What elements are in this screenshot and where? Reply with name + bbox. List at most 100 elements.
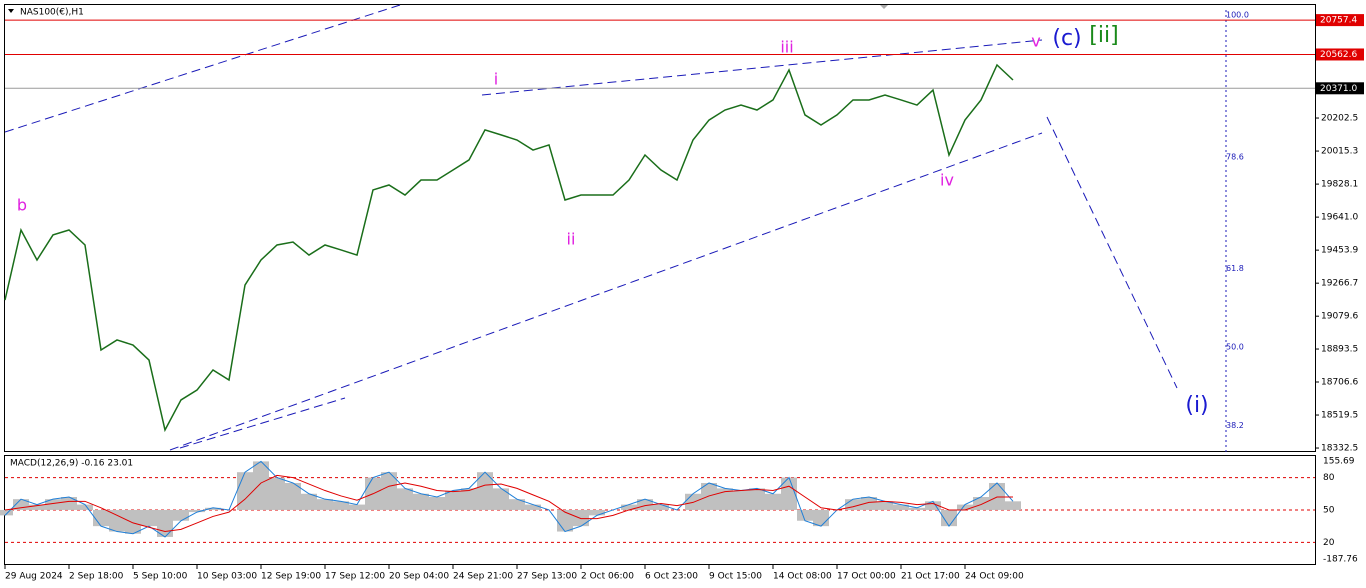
fib-label: 38.2 bbox=[1226, 421, 1244, 430]
x-tick-label: 24 Oct 09:00 bbox=[965, 572, 1024, 582]
channel-line bbox=[179, 397, 346, 449]
fib-label: 78.6 bbox=[1226, 153, 1244, 162]
wave-label: (c) bbox=[1052, 26, 1081, 51]
histogram-bar bbox=[349, 504, 365, 510]
histogram-bar bbox=[413, 493, 429, 510]
channel-line bbox=[481, 39, 1043, 96]
wave-label: (i) bbox=[1185, 393, 1208, 418]
wave-label: iii bbox=[780, 38, 793, 57]
histogram-bar bbox=[285, 482, 301, 510]
histogram-bar bbox=[0, 509, 13, 516]
histogram-bar bbox=[797, 509, 813, 521]
histogram-bar bbox=[125, 509, 141, 534]
y-tick-label: 19641.0 bbox=[1321, 213, 1358, 223]
x-tick-label: 27 Sep 13:00 bbox=[517, 572, 577, 582]
price-pane bbox=[4, 4, 1316, 452]
histogram-bar bbox=[717, 488, 733, 510]
price-tag bbox=[1316, 14, 1364, 27]
x-tick-label: 20 Sep 04:00 bbox=[389, 572, 449, 582]
scroll-marker[interactable] bbox=[880, 5, 888, 9]
price-tag bbox=[1316, 48, 1364, 61]
menu-arrow[interactable] bbox=[8, 9, 14, 13]
x-tick-label: 2 Sep 18:00 bbox=[69, 572, 124, 582]
wave-label: ii bbox=[567, 230, 576, 249]
histogram-bar bbox=[61, 497, 77, 510]
wave-label: iv bbox=[940, 171, 954, 190]
wave-label: i bbox=[494, 70, 498, 89]
y-tick-label: 20015.3 bbox=[1321, 147, 1358, 157]
y-tick-label: 19828.1 bbox=[1321, 180, 1358, 190]
histogram-bar bbox=[637, 499, 653, 510]
histogram-bar bbox=[621, 504, 637, 510]
macd-title: MACD(12,26,9) -0.16 23.01 bbox=[10, 459, 133, 469]
x-tick-label: 14 Oct 08:00 bbox=[773, 572, 832, 582]
histogram-bar bbox=[813, 509, 829, 527]
histogram-bar bbox=[301, 493, 317, 510]
histogram-bar bbox=[685, 493, 701, 510]
y-tick-label: 19453.9 bbox=[1321, 246, 1358, 256]
histogram-bar bbox=[493, 488, 509, 510]
histogram-bar bbox=[269, 477, 285, 510]
wave-label: b bbox=[17, 196, 27, 215]
histogram-bar bbox=[173, 509, 189, 521]
x-tick-label: 24 Sep 21:00 bbox=[453, 572, 513, 582]
histogram-bar bbox=[45, 499, 61, 510]
y-tick-label: 18519.5 bbox=[1321, 411, 1358, 421]
x-tick-label: 5 Sep 10:00 bbox=[133, 572, 188, 582]
histogram-bar bbox=[317, 499, 333, 510]
histogram-bar bbox=[461, 488, 477, 510]
fib-label: 100.0 bbox=[1226, 11, 1249, 20]
histogram-bar bbox=[973, 497, 989, 510]
y-scale-label: 155.69 bbox=[1323, 457, 1355, 467]
histogram-bar bbox=[845, 499, 861, 510]
histogram-bar bbox=[509, 499, 525, 510]
histogram-bar bbox=[909, 507, 925, 510]
histogram-bar bbox=[477, 472, 493, 510]
histogram-bar bbox=[941, 509, 957, 527]
histogram-bar bbox=[653, 504, 669, 510]
price-tag-label: 20562.6 bbox=[1320, 50, 1357, 60]
histogram-bar bbox=[141, 509, 157, 527]
y-tick-label: 18893.5 bbox=[1321, 345, 1358, 355]
x-tick-label: 17 Oct 00:00 bbox=[837, 572, 896, 582]
y-tick-label: 20 bbox=[1323, 538, 1335, 548]
x-tick-label: 6 Oct 23:00 bbox=[645, 572, 698, 582]
x-tick-label: 2 Oct 06:00 bbox=[581, 572, 634, 582]
wave-label: [ii] bbox=[1089, 23, 1118, 48]
histogram-bar bbox=[77, 504, 93, 510]
histogram-bar bbox=[733, 490, 749, 510]
y-tick-label: 19079.6 bbox=[1321, 312, 1358, 322]
macd-line bbox=[4, 460, 1014, 538]
histogram-bar bbox=[445, 490, 461, 510]
histogram-bar bbox=[765, 493, 781, 510]
price-tag-label: 20371.0 bbox=[1320, 84, 1357, 94]
x-tick-label: 12 Sep 19:00 bbox=[261, 572, 321, 582]
histogram-bar bbox=[13, 499, 29, 510]
histogram-bar bbox=[957, 504, 973, 510]
histogram-bar bbox=[893, 504, 909, 510]
histogram-bar bbox=[429, 497, 445, 510]
histogram-bar bbox=[861, 497, 877, 510]
histogram-bar bbox=[205, 507, 221, 510]
fib-label: 50.0 bbox=[1226, 343, 1244, 352]
price-tag bbox=[1316, 82, 1364, 95]
signal-line bbox=[4, 474, 1013, 533]
histogram-bar bbox=[93, 509, 109, 527]
histogram-bar bbox=[701, 482, 717, 510]
histogram-bar bbox=[29, 504, 45, 510]
histogram-bar bbox=[749, 488, 765, 510]
y-tick-label: 18706.6 bbox=[1321, 378, 1358, 388]
fib-label: 61.8 bbox=[1226, 264, 1244, 273]
y-tick-label: 50 bbox=[1323, 505, 1335, 515]
histogram-bar bbox=[989, 482, 1005, 510]
histogram-bar bbox=[557, 509, 573, 532]
channel-line bbox=[169, 132, 1043, 451]
x-tick-label: 17 Sep 12:00 bbox=[325, 572, 385, 582]
histogram-bar bbox=[189, 509, 205, 513]
x-tick-label: 9 Oct 15:00 bbox=[709, 572, 762, 582]
y-scale-label: -187.76 bbox=[1323, 555, 1358, 565]
y-tick-label: 20202.5 bbox=[1321, 114, 1358, 124]
y-tick-label: 18332.5 bbox=[1321, 444, 1358, 454]
